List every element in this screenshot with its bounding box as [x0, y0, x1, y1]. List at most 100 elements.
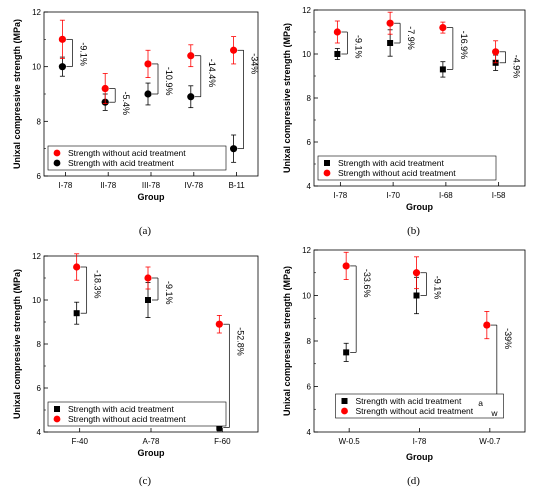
reduction-annotation: -39%	[503, 328, 513, 349]
x-axis-label: Group	[138, 448, 165, 458]
y-axis-label: Unixal compressive strength (MPa)	[12, 269, 22, 419]
data-point	[144, 274, 152, 282]
legend-box	[335, 393, 504, 419]
legend-subscript: w	[490, 408, 498, 418]
x-tick-label: II-78	[100, 181, 117, 190]
y-axis-label: Unixal compressive strength (MPa)	[282, 266, 292, 416]
x-tick-label: W-0.7	[479, 437, 501, 446]
data-point	[73, 263, 81, 271]
legend-label: Strength without acid treatment	[68, 414, 186, 424]
reduction-annotation: -33.6%	[362, 269, 372, 298]
data-point	[187, 93, 195, 101]
data-point	[145, 297, 151, 303]
x-tick-label: I-70	[386, 191, 400, 200]
y-tick-label: 12	[302, 246, 311, 255]
y-tick-label: 10	[302, 292, 311, 301]
y-tick-label: 6	[307, 138, 312, 147]
reduction-annotation: -4.9%	[512, 55, 522, 79]
data-point	[343, 349, 350, 356]
x-axis-label: Group	[138, 192, 165, 202]
data-point	[230, 46, 238, 54]
data-point	[215, 320, 223, 328]
legend-label: Strength with acid treatment	[338, 158, 444, 168]
y-tick-label: 8	[37, 117, 42, 126]
legend-marker	[53, 149, 61, 157]
legend-label: Strength with acid treatment	[356, 396, 462, 406]
data-point	[387, 40, 394, 46]
data-point	[439, 24, 447, 32]
legend-label: Strength with acid treatment	[68, 404, 174, 414]
data-point	[439, 66, 446, 73]
reduction-annotation: -52.8%	[235, 327, 245, 356]
data-point	[386, 19, 394, 27]
y-tick-label: 6	[37, 384, 42, 393]
reduction-annotation: -10.9%	[164, 67, 174, 96]
data-point	[187, 52, 195, 60]
legend-marker	[341, 407, 348, 415]
y-tick-label: 4	[37, 428, 42, 437]
reduction-annotation: -14.4%	[207, 59, 217, 88]
x-tick-label: F-60	[214, 437, 231, 446]
data-point	[483, 321, 491, 329]
panel-label: (a)	[139, 225, 152, 237]
x-tick-label: IV-78	[184, 181, 203, 190]
data-point	[333, 28, 341, 36]
x-tick-label: I-78	[333, 191, 347, 200]
reduction-annotation: -7.9%	[406, 26, 416, 50]
legend-label: Strength without acid treatment	[356, 406, 474, 416]
reduction-annotation: -9.1%	[78, 42, 88, 66]
reduction-annotation: -34%	[250, 53, 260, 74]
y-tick-label: 10	[302, 50, 311, 59]
data-point	[216, 424, 223, 431]
x-tick-label: A-78	[143, 437, 160, 446]
legend-marker	[53, 415, 61, 423]
data-point	[342, 262, 350, 270]
legend: Strength without acid treatmentStrength …	[47, 145, 227, 171]
y-tick-label: 6	[307, 383, 312, 392]
data-point	[413, 292, 420, 299]
y-tick-label: 12	[32, 8, 41, 17]
reduction-annotation: -9.1%	[353, 35, 363, 59]
data-point	[144, 90, 152, 98]
data-point	[101, 84, 109, 93]
data-point	[230, 145, 238, 153]
reduction-annotation: -18.3%	[93, 270, 103, 299]
legend-marker	[54, 406, 60, 412]
x-tick-label: I-78	[413, 437, 427, 446]
y-tick-label: 12	[302, 6, 311, 15]
data-point	[412, 269, 421, 277]
y-tick-label: 4	[307, 428, 312, 437]
x-tick-label: I-58	[492, 191, 506, 200]
chart-panel-a: 6 8 10 12 I-78 II-78 III-78 IV-78 B-11 Group Unixa…	[12, 8, 260, 237]
x-tick-label: F-40	[71, 437, 88, 446]
legend-box	[317, 155, 497, 181]
x-tick-label: III-78	[142, 181, 161, 190]
y-tick-label: 4	[307, 182, 312, 191]
legend-marker	[323, 169, 331, 177]
legend: Strength with acid treatment a Strength wi…	[335, 393, 504, 419]
legend-label: Strength without acid treatment	[338, 168, 456, 178]
data-point	[58, 35, 66, 43]
panel-label: (b)	[407, 225, 420, 237]
y-tick-label: 12	[32, 252, 41, 261]
x-axis-label: Group	[406, 202, 433, 212]
data-point	[73, 310, 80, 317]
x-tick-label: I-68	[439, 191, 453, 200]
y-axis-label: Unixal compressive strength (MPa)	[12, 19, 22, 169]
y-tick-label: 8	[37, 340, 42, 349]
chart-panel-d: 4 6 8 10 12 W-0.5 I-78 W-0.7 Group Unixal compres…	[282, 246, 526, 487]
legend-marker	[341, 398, 348, 404]
x-tick-label: I-78	[59, 181, 73, 190]
legend-label: Strength with acid treatment	[68, 158, 174, 168]
reduction-annotation: -16.9%	[459, 31, 469, 60]
data-point	[334, 51, 341, 57]
x-tick-label: W-0.5	[339, 437, 361, 446]
legend-subscript: a	[478, 398, 483, 408]
reduction-annotation: -9.1%	[164, 281, 174, 305]
legend-marker	[53, 159, 61, 167]
legend-marker	[324, 160, 330, 166]
y-tick-label: 6	[37, 172, 42, 181]
